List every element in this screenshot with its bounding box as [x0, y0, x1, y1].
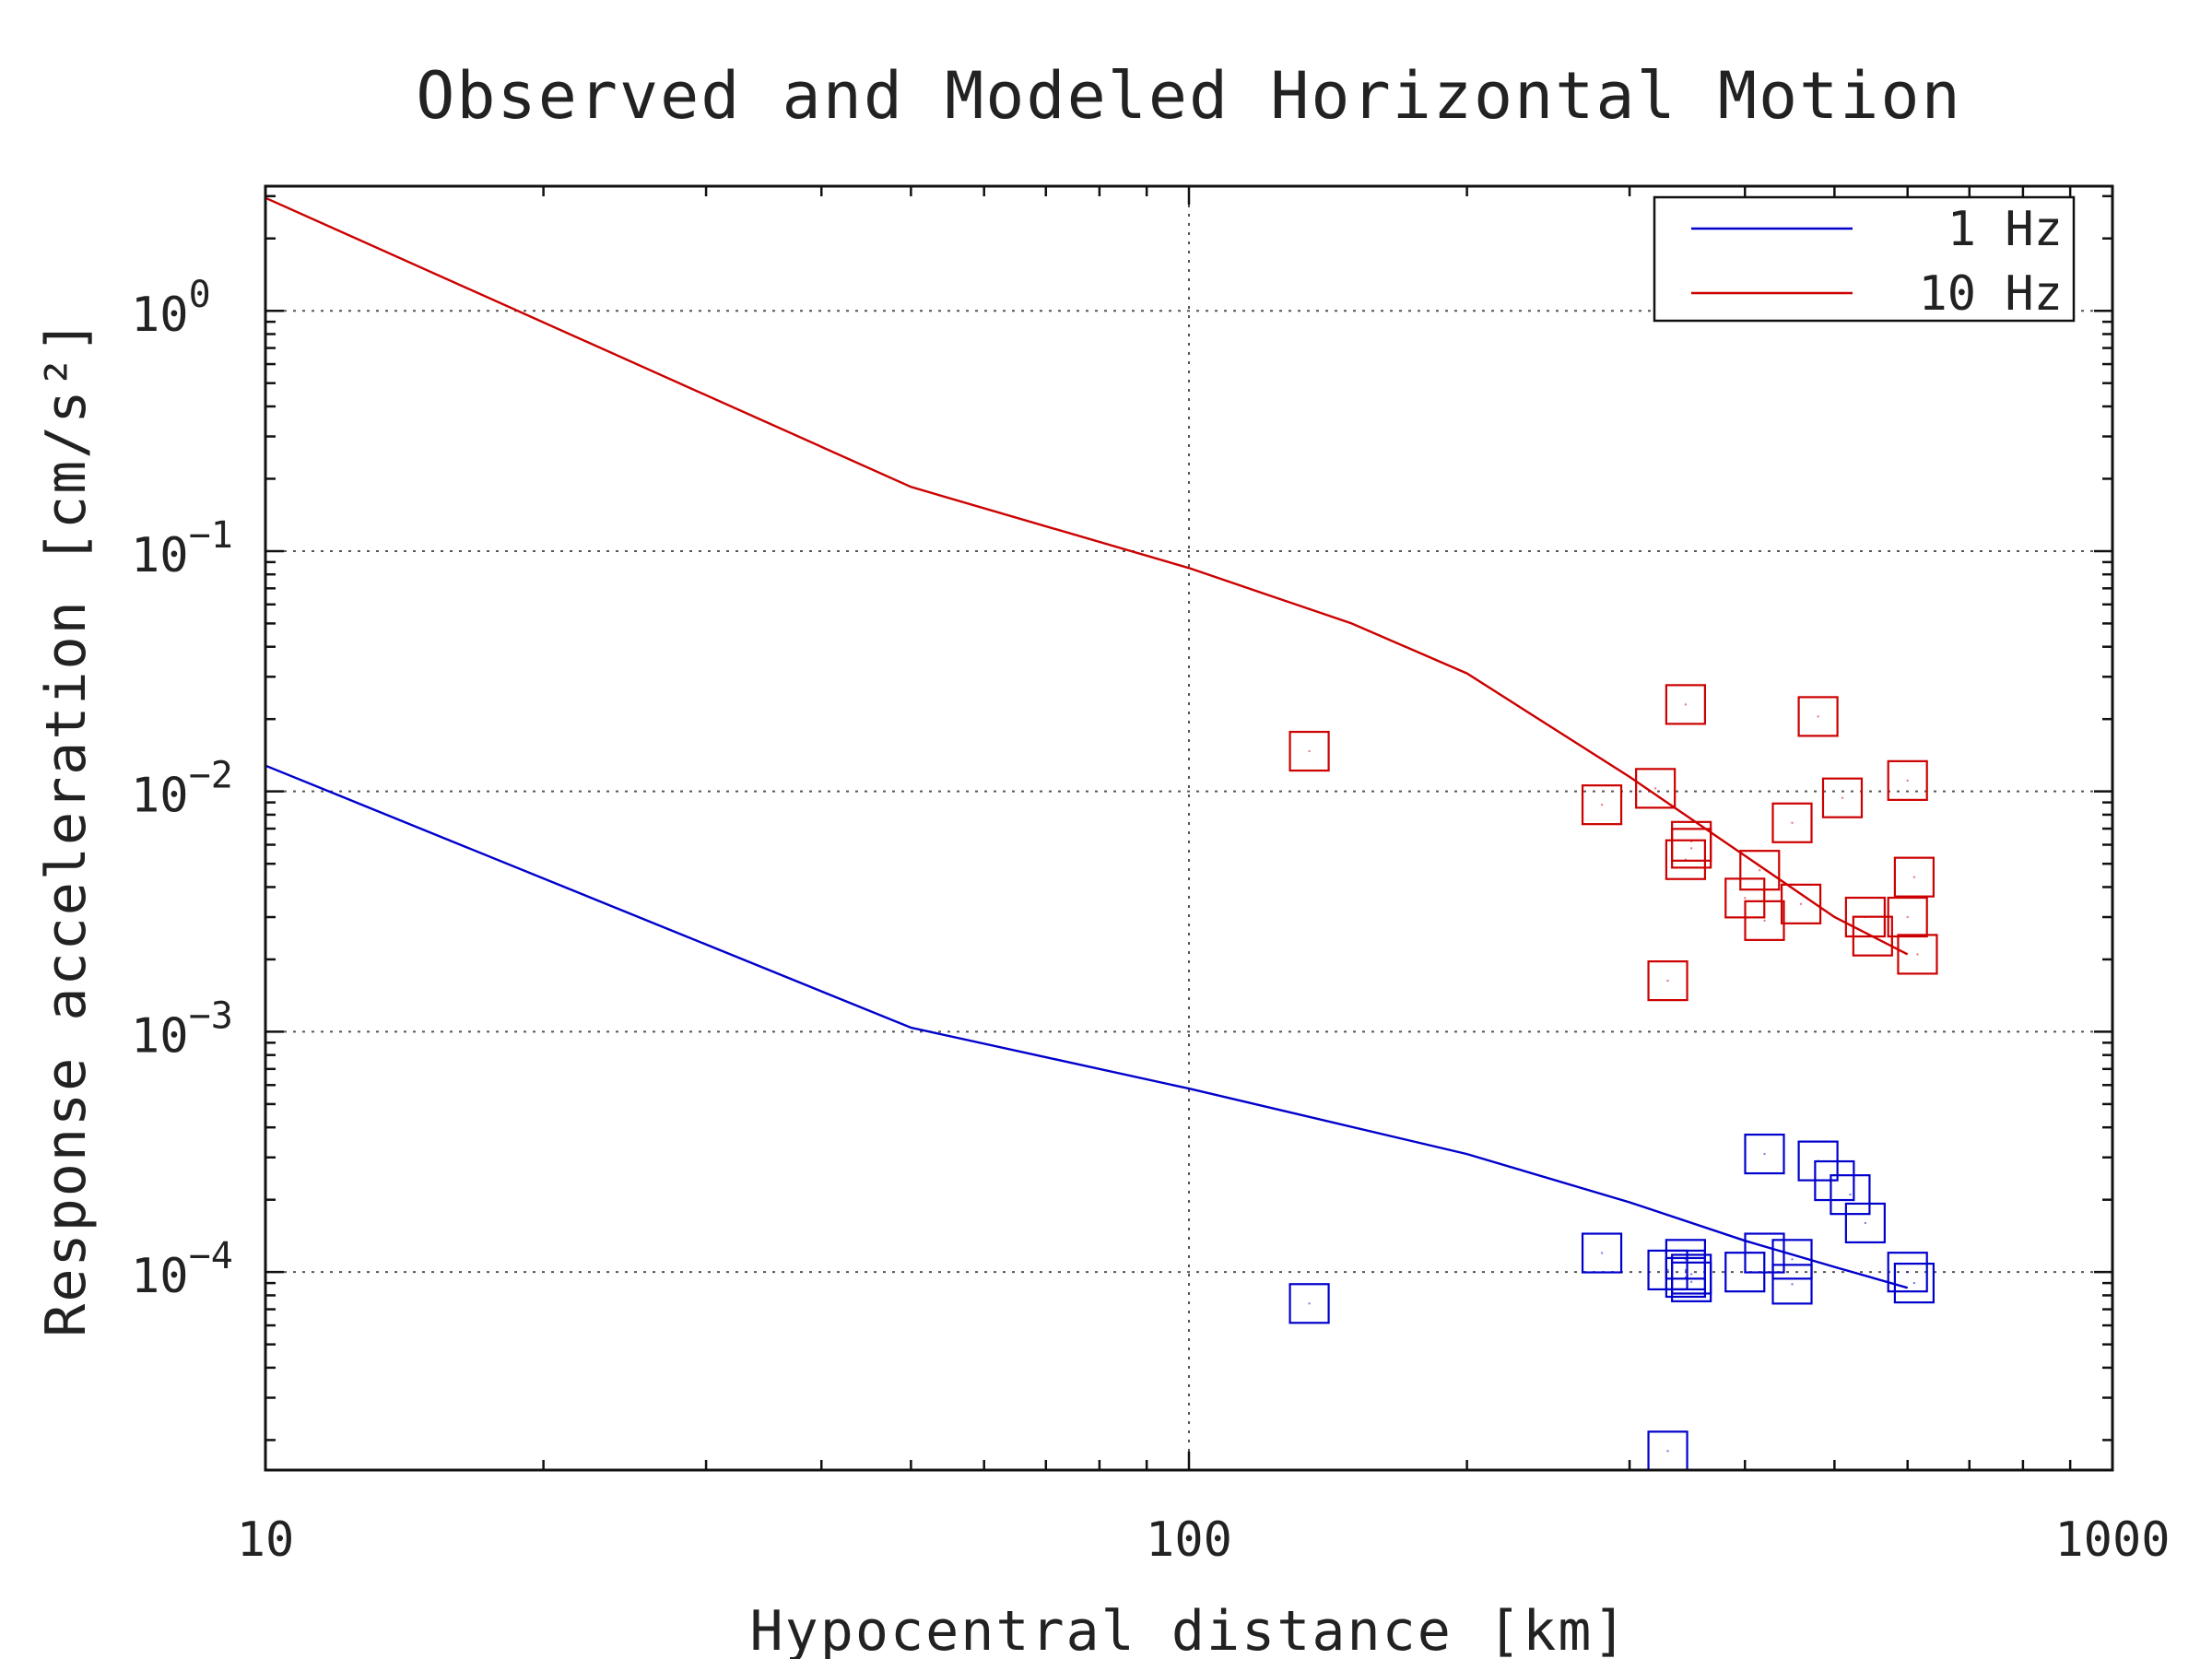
y-tick-label: 10−1 — [131, 514, 233, 583]
observed-point-center — [1906, 1270, 1909, 1274]
observed-point — [1821, 777, 1864, 818]
y-tick-label: 10−2 — [131, 755, 233, 824]
observed-point — [1830, 1174, 1871, 1216]
observed-point-center — [1849, 1193, 1852, 1196]
observed-point — [1671, 828, 1712, 869]
observed-point — [1665, 684, 1706, 725]
observed-point-center — [1833, 1179, 1836, 1182]
observed-point-center — [1600, 803, 1604, 806]
observed-point — [1771, 1264, 1813, 1305]
observed-point — [1581, 784, 1623, 826]
observed-point-center — [1763, 1152, 1766, 1156]
legend-box — [1653, 195, 2076, 323]
observed-point — [1581, 1232, 1623, 1274]
observed-point-center — [1916, 953, 1919, 956]
observed-point — [1887, 1252, 1928, 1293]
observed-point-center — [1763, 919, 1766, 923]
observed-point — [1814, 1159, 1855, 1202]
observed-point — [1893, 1263, 1936, 1304]
observed-point-center — [1684, 1276, 1688, 1279]
observed-point-center — [1906, 915, 1909, 919]
grid-lines — [265, 186, 2112, 1470]
observed-point — [1844, 1202, 1886, 1244]
axis-ticks — [264, 186, 2114, 1470]
observed-point — [1635, 768, 1677, 809]
observed-point — [1744, 1133, 1785, 1175]
x-tick-label: 100 — [1146, 1512, 1232, 1568]
observed-point — [1288, 730, 1330, 772]
observed-point — [1897, 934, 1938, 975]
model-line — [265, 196, 1909, 956]
y-tick-label: 100 — [131, 274, 211, 343]
model-line — [265, 764, 1909, 1289]
observed-point-center — [1689, 840, 1693, 843]
observed-point — [1771, 802, 1813, 843]
observed-point-center — [1689, 1273, 1693, 1276]
x-tick-labels: 10 100 1000 — [237, 1512, 2171, 1568]
y-tick-labels: 100 10−1 10−2 10−3 10−4 — [131, 274, 233, 1304]
observed-point-center — [1666, 1450, 1669, 1453]
observed-point — [1288, 1283, 1330, 1324]
observed-point — [1647, 960, 1688, 1002]
observed-point-center — [1906, 779, 1909, 782]
observed-point — [1744, 900, 1785, 941]
observed-point — [1671, 1253, 1712, 1295]
observed-point-center — [1689, 847, 1693, 850]
observed-point-center — [1817, 715, 1819, 718]
x-tick-label: 10 — [237, 1512, 295, 1568]
observed-point — [1887, 759, 1928, 801]
observed-point-center — [1689, 1280, 1693, 1284]
observed-point-center — [1871, 935, 1875, 937]
observed-point-center — [1791, 1258, 1794, 1261]
series-2 — [265, 196, 1938, 1002]
observed-point-center — [1684, 1268, 1688, 1272]
y-tick-label: 10−4 — [131, 1235, 233, 1304]
observed-point-center — [1912, 1281, 1916, 1285]
observed-point — [1887, 896, 1928, 938]
plot-frame — [264, 184, 2114, 1472]
observed-point-center — [1912, 876, 1916, 878]
observed-point — [1665, 1256, 1706, 1299]
observed-point-center — [1744, 897, 1747, 900]
series-1 — [265, 764, 1936, 1472]
observed-point-center — [1763, 1252, 1766, 1254]
legend-label: 10 Hz — [1918, 266, 2063, 322]
observed-point-center — [1600, 1252, 1604, 1254]
plot-series — [265, 196, 1938, 1472]
legend: 1 Hz 10 Hz — [1653, 195, 2076, 323]
y-axis-label: Response acceleration [cm/s²] — [34, 318, 99, 1337]
observed-point-center — [1759, 868, 1761, 872]
chart-title: Observed and Modeled Horizontal Motion — [416, 58, 1961, 134]
x-tick-label: 1000 — [2054, 1512, 2170, 1568]
observed-point — [1744, 1232, 1785, 1274]
observed-point-center — [1308, 1302, 1311, 1305]
y-tick-label: 10−3 — [131, 994, 233, 1064]
observed-point — [1739, 850, 1781, 891]
observed-point-center — [1684, 703, 1688, 706]
observed-point-center — [1799, 902, 1803, 906]
observed-point — [1797, 696, 1839, 737]
legend-label: 1 Hz — [1947, 202, 2063, 257]
observed-point-center — [1666, 979, 1669, 982]
observed-point-center — [1841, 796, 1844, 799]
observed-point-center — [1308, 749, 1311, 753]
observed-point — [1893, 856, 1936, 898]
observed-point-center — [1791, 821, 1794, 824]
x-axis-label: Hypocentral distance [km] — [749, 1599, 1628, 1659]
observed-point — [1771, 1239, 1813, 1280]
observed-point-center — [1653, 787, 1657, 790]
observed-point-center — [1791, 1283, 1794, 1286]
observed-point — [1780, 883, 1822, 924]
observed-point-center — [1864, 1221, 1867, 1225]
